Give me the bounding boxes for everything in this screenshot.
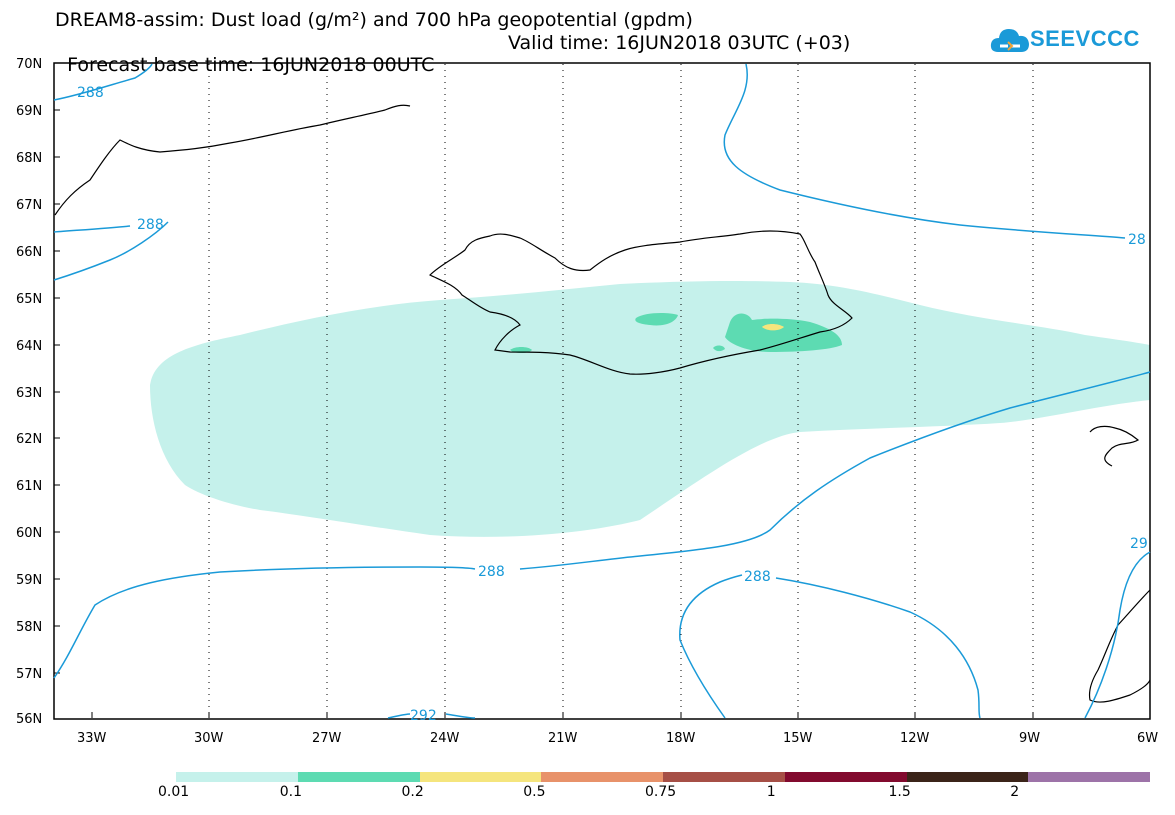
lon-label: 9W (1019, 731, 1040, 746)
faroe-coast (1089, 425, 1140, 467)
legend-swatch (906, 772, 1029, 782)
legend-label: 1 (766, 784, 776, 800)
lon-label: 21W (548, 731, 578, 746)
legend-label: 0.5 (523, 784, 546, 800)
lon-labels: 33W 30W 27W 24W 21W 18W 15W 12W 9W 6W (77, 731, 1158, 746)
lon-label: 6W (1137, 731, 1158, 746)
lat-label: 65N (16, 292, 42, 307)
lat-label: 63N (16, 386, 42, 401)
lat-label: 57N (16, 667, 42, 682)
lat-label: 70N (16, 57, 42, 72)
logo-text: SEEVCCC (1030, 26, 1140, 51)
lat-label: 56N (16, 712, 42, 727)
greenland-coast (54, 104, 411, 216)
dust-area-high (762, 324, 784, 331)
iceland-coast (428, 230, 853, 375)
legend-label: 1.5 (888, 784, 911, 800)
dust-area-low (150, 280, 1150, 537)
lat-label: 67N (16, 198, 42, 213)
tick-marks (54, 109, 1034, 718)
lat-labels: 70N 69N 68N 67N 66N 65N 64N 63N 62N 61N … (16, 57, 42, 727)
legend-swatch (541, 772, 663, 782)
cloud-icon (990, 29, 1029, 52)
lat-label: 61N (16, 479, 42, 494)
lon-label: 24W (430, 731, 460, 746)
contour-label: 292 (410, 708, 437, 724)
contour-label: 288 (137, 217, 164, 233)
lon-label: 30W (194, 731, 224, 746)
lat-label: 59N (16, 573, 42, 588)
lon-label: 12W (900, 731, 930, 746)
geopotential-contours (53, 63, 1151, 719)
lon-label: 18W (666, 731, 696, 746)
lon-label: 15W (783, 731, 813, 746)
lat-label: 68N (16, 151, 42, 166)
gridlines (208, 64, 1034, 718)
contour-label: 28 (1128, 232, 1146, 248)
legend-swatch (784, 772, 907, 782)
lon-label: 33W (77, 731, 107, 746)
lat-label: 60N (16, 526, 42, 541)
legend-swatch (663, 772, 785, 782)
lat-label: 69N (16, 104, 42, 119)
legend-swatch (419, 772, 542, 782)
lat-label: 66N (16, 245, 42, 260)
contour-label: 29 (1130, 536, 1148, 552)
legend-swatch (1028, 772, 1150, 782)
legend-label: 2 (1010, 784, 1020, 800)
contour-label: 288 (77, 85, 104, 101)
legend-swatch (297, 772, 420, 782)
legend-label: 0.75 (645, 784, 677, 800)
dust-area-mid (635, 313, 678, 326)
legend-label: 0.1 (279, 784, 303, 800)
valid-time: Valid time: 16JUN2018 03UTC (+03) (508, 32, 851, 54)
contour-label: 288 (744, 569, 771, 585)
legend-swatch (176, 772, 298, 782)
map-title: DREAM8-assim: Dust load (g/m²) and 700 h… (55, 9, 693, 31)
dust-area-mid (725, 313, 842, 352)
map-frame (53, 62, 1151, 720)
dust-area-mid (713, 345, 725, 352)
scotland-coast (1088, 589, 1151, 703)
time-line: Forecast base time: 16JUN2018 00UTC Vali… (55, 32, 850, 98)
color-legend (176, 772, 1150, 782)
legend-label: 0.01 (158, 784, 190, 800)
lat-label: 62N (16, 432, 42, 447)
lat-label: 64N (16, 339, 42, 354)
forecast-base-time: Forecast base time: 16JUN2018 00UTC (67, 54, 435, 76)
lat-label: 58N (16, 620, 42, 635)
lon-label: 27W (312, 731, 342, 746)
legend-label: 0.2 (401, 784, 424, 800)
seevccc-logo: SEEVCCC (990, 20, 1160, 60)
contour-label: 288 (478, 564, 505, 580)
coastlines (54, 104, 1151, 703)
